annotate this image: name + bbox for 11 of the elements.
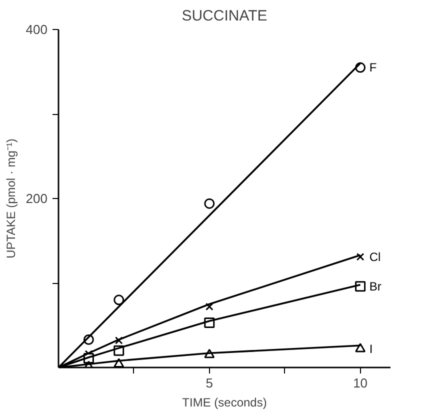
series-label: Cl — [369, 250, 381, 264]
y-axis-title: UPTAKE (pmol · mg⁻¹) — [4, 138, 18, 258]
chart-title: SUCCINATE — [182, 8, 268, 24]
y-tick-label: 400 — [26, 22, 48, 37]
x-axis-title: TIME (seconds) — [182, 396, 267, 410]
series-label: Br — [369, 279, 382, 294]
series-label: F — [369, 60, 377, 75]
series-label: I — [369, 342, 373, 356]
y-tick-label: 200 — [26, 191, 48, 206]
x-tick-label: 10 — [353, 376, 368, 390]
x-tick-label: 5 — [206, 376, 214, 390]
